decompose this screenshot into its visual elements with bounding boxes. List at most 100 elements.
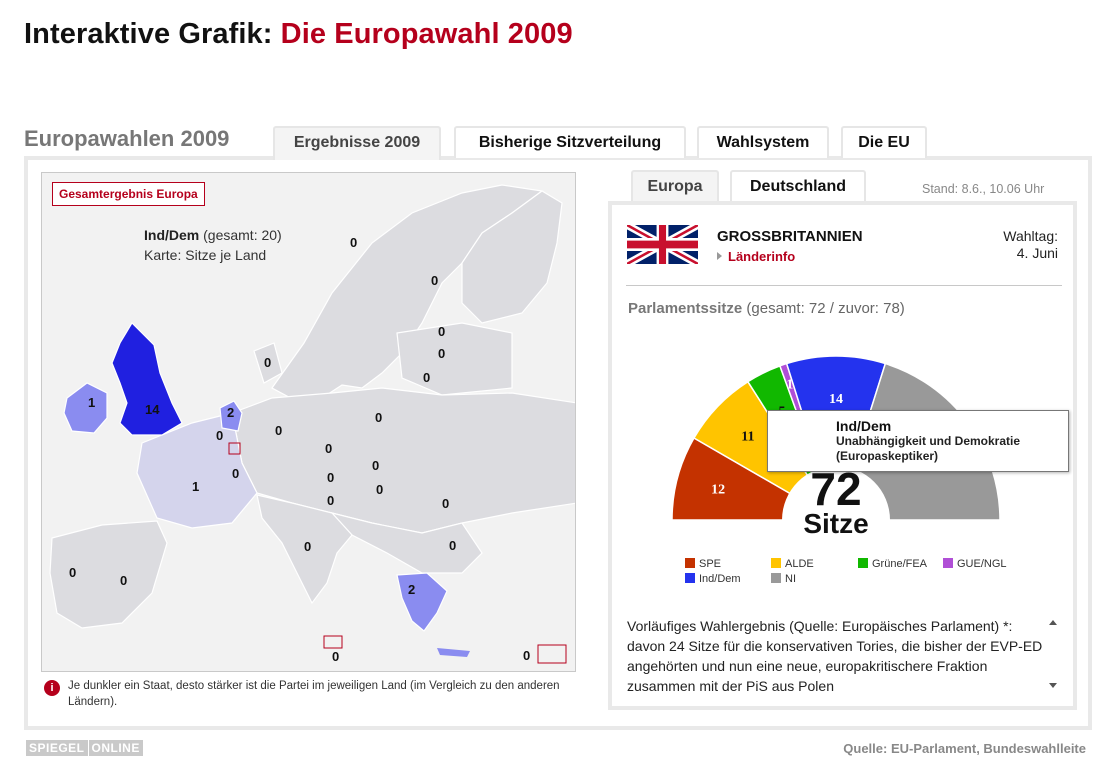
map-denmark[interactable] — [253, 342, 283, 384]
legend-label: SPE — [699, 558, 722, 570]
seat-cyprus: 0 — [523, 648, 531, 663]
parliament-seats-detail: (gesamt: 72 / zuvor: 78) — [746, 300, 905, 317]
tab-europa[interactable]: Europa — [631, 170, 719, 202]
map-finland[interactable] — [461, 190, 563, 324]
legend-swatch — [858, 558, 868, 568]
seat-value-label: 12 — [711, 482, 725, 497]
legend-item-spe[interactable]: SPE — [685, 558, 721, 570]
laenderinfo-label: Länderinfo — [728, 249, 796, 264]
legend-label: GUE/NGL — [957, 558, 1007, 570]
seat-france: 1 — [192, 479, 200, 494]
seat-belgium: 0 — [216, 428, 224, 443]
legend-item-gue-ngl[interactable]: GUE/NGL — [943, 558, 1007, 570]
legend-label: ALDE — [785, 558, 814, 570]
wahltag: Wahltag: 4. Juni — [1003, 228, 1058, 262]
map-note: i Je dunkler ein Staat, desto stärker is… — [44, 678, 574, 710]
parliament-seats-title: Parlamentssitze (gesamt: 72 / zuvor: 78) — [628, 300, 905, 317]
tab-die-eu[interactable]: Die EU — [841, 126, 927, 158]
seat-slovakia: 0 — [372, 458, 380, 473]
seat-ireland: 1 — [88, 395, 96, 410]
country-name: GROSSBRITANNIEN — [717, 228, 863, 245]
seat-portugal: 0 — [69, 565, 77, 580]
map-greece[interactable] — [396, 572, 448, 632]
tab-ergebnisse-2009[interactable]: Ergebnisse 2009 — [273, 126, 441, 160]
info-icon: i — [44, 680, 60, 696]
result-text: Vorläufiges Wahlergebnis (Quelle: Europä… — [627, 618, 1043, 694]
marker-cyprus[interactable] — [537, 644, 567, 664]
legend-label: Grüne/FEA — [872, 558, 928, 570]
legend-swatch — [771, 573, 781, 583]
seat-finland: 0 — [431, 273, 439, 288]
seat-netherlands: 2 — [227, 405, 235, 420]
chart-center-disk — [782, 466, 890, 555]
map-balkans[interactable] — [330, 511, 483, 574]
logo-left: SPIEGEL — [26, 740, 88, 756]
seat-norway: 0 — [350, 235, 358, 250]
legend-item-ni[interactable]: NI — [771, 573, 796, 585]
seat-value-label: 1 — [786, 378, 793, 393]
divider — [626, 285, 1062, 286]
section-title: Europawahlen 2009 — [24, 126, 230, 151]
seat-value-label: 11 — [741, 430, 754, 445]
tab-deutschland[interactable]: Deutschland — [730, 170, 866, 202]
map-uk[interactable] — [111, 322, 183, 436]
marker-malta[interactable] — [323, 635, 343, 649]
map-netherlands[interactable] — [219, 400, 243, 432]
seat-value-label: 14 — [829, 392, 843, 407]
uk-flag-icon — [627, 225, 698, 264]
seat-czech: 0 — [325, 441, 333, 456]
gesamtergebnis-europa-button[interactable]: Gesamtergebnis Europa — [52, 182, 205, 206]
map-iberia[interactable] — [49, 520, 168, 629]
page-title: Interaktive Grafik: Die Europawahl 2009 — [24, 18, 573, 51]
legend-swatch — [685, 558, 695, 568]
map-party-total: (gesamt: 20) — [203, 227, 282, 243]
spiegel-online-logo[interactable]: SPIEGEL ONLINE — [26, 740, 143, 757]
logo-right: ONLINE — [87, 740, 143, 756]
map-party-label: Ind/Dem (gesamt: 20) — [144, 227, 282, 243]
seat-latvia: 0 — [438, 346, 446, 361]
seat-denmark: 0 — [264, 355, 272, 370]
europe-map-panel: Gesamtergebnis Europa Ind/Dem (gesamt: 2… — [41, 172, 576, 672]
legend-item-gruene[interactable]: Grüne/FEA — [858, 558, 927, 570]
laenderinfo-link[interactable]: Länderinfo — [717, 249, 795, 264]
map-crete[interactable] — [437, 648, 470, 657]
seat-slovenia: 0 — [327, 493, 335, 508]
map-party-abbr: Ind/Dem — [144, 227, 200, 243]
europe-map — [49, 184, 576, 664]
legend-swatch — [685, 573, 695, 583]
legend-label: Ind/Dem — [699, 573, 741, 585]
legend-swatch — [943, 558, 953, 568]
map-central-europe[interactable] — [231, 387, 576, 534]
scroll-up-icon[interactable] — [1049, 620, 1057, 625]
tooltip-abbr: Ind/Dem — [836, 418, 892, 434]
seat-uk: 14 — [145, 402, 160, 417]
page-title-prefix: Interaktive Grafik: — [24, 18, 273, 50]
tab-bisherige-sitzverteilung[interactable]: Bisherige Sitzverteilung — [454, 126, 686, 158]
stand-timestamp: Stand: 8.6., 10.06 Uhr — [922, 182, 1045, 196]
seat-poland: 0 — [375, 410, 383, 425]
tab-wahlsystem[interactable]: Wahlsystem — [697, 126, 829, 158]
legend-item-alde[interactable]: ALDE — [771, 558, 814, 570]
chart-center-label: Sitze — [803, 508, 868, 539]
wahltag-label: Wahltag: — [1003, 228, 1058, 244]
tooltip-line1: Unabhängigkeit und Demokratie — [836, 434, 1021, 448]
legend-label: NI — [785, 573, 796, 585]
map-ireland[interactable] — [63, 382, 108, 434]
seat-spain: 0 — [120, 573, 128, 588]
map-italy[interactable] — [256, 494, 353, 605]
tooltip-line2: (Europaskeptiker) — [836, 449, 939, 463]
page-title-main: Die Europawahl 2009 — [280, 18, 573, 50]
map-subtitle: Karte: Sitze je Land — [144, 247, 267, 263]
marker-luxembourg[interactable] — [228, 442, 241, 455]
wahltag-date: 4. Juni — [1016, 245, 1058, 261]
seat-germany: 0 — [275, 423, 283, 438]
map-baltics[interactable] — [396, 322, 513, 396]
seat-malta: 0 — [332, 649, 340, 664]
scroll-down-icon[interactable] — [1049, 683, 1057, 688]
seat-lithuania: 0 — [423, 370, 431, 385]
legend-item-ind-dem[interactable]: Ind/Dem — [685, 573, 741, 585]
parliament-seats-label: Parlamentssitze — [628, 300, 743, 317]
party-tooltip: Ind/Dem Unabhängigkeit und Demokratie (E… — [767, 410, 1069, 472]
map-france[interactable] — [136, 412, 258, 529]
seat-romania: 0 — [442, 496, 450, 511]
